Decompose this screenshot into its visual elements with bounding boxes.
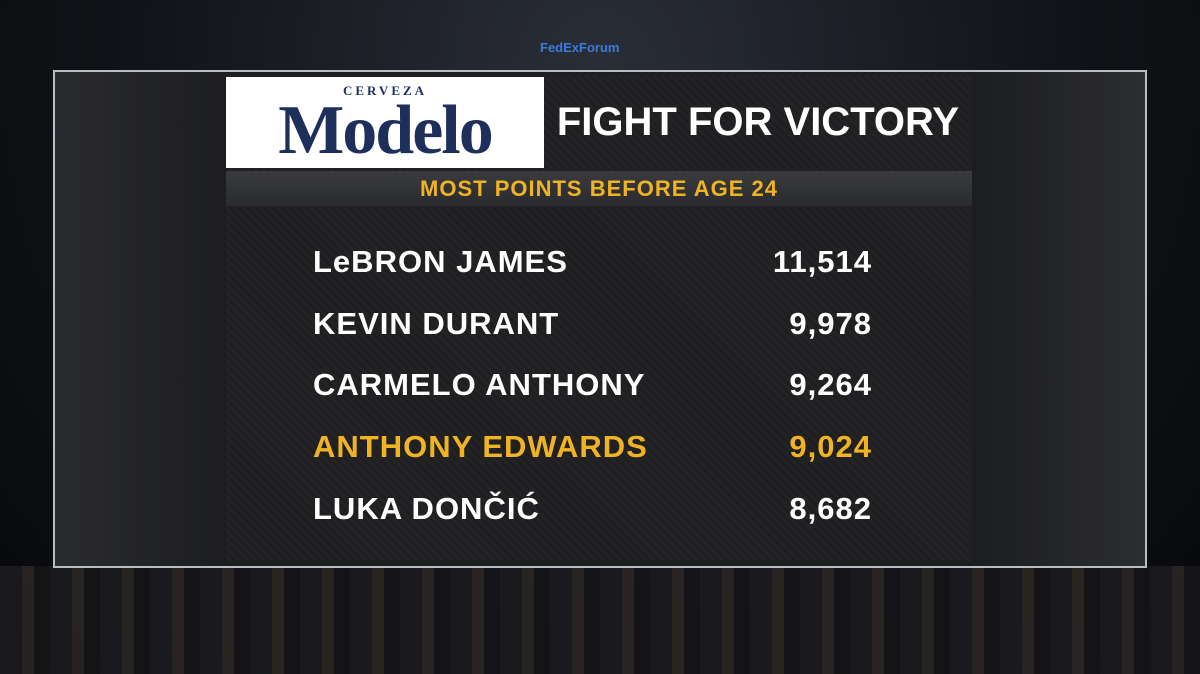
player-name: LeBRON JAMES: [313, 244, 568, 279]
sponsor-tagline: CERVEZA: [342, 83, 428, 98]
player-name: KEVIN DURANT: [313, 305, 560, 341]
sponsor-logo: CERVEZA Modelo: [226, 77, 544, 169]
player-name: CARMELO ANTHONY: [313, 367, 646, 403]
sponsor-brand: Modelo: [278, 92, 494, 169]
subtitle: MOST POINTS BEFORE AGE 24: [420, 176, 778, 201]
player-points: 9,978: [789, 305, 872, 341]
player-points: 8,682: [789, 490, 872, 526]
player-points: 9,264: [789, 367, 872, 403]
player-points: 9,024: [789, 429, 872, 465]
subtitle-bar: [226, 171, 972, 206]
player-name: LUKA DONČIĆ: [313, 490, 540, 526]
player-name: ANTHONY EDWARDS: [313, 429, 648, 465]
player-points: 11,514: [772, 244, 872, 279]
crowd: [0, 566, 1200, 674]
arena-sign: FedExForum: [540, 40, 620, 55]
title: FIGHT FOR VICTORY: [556, 100, 960, 144]
